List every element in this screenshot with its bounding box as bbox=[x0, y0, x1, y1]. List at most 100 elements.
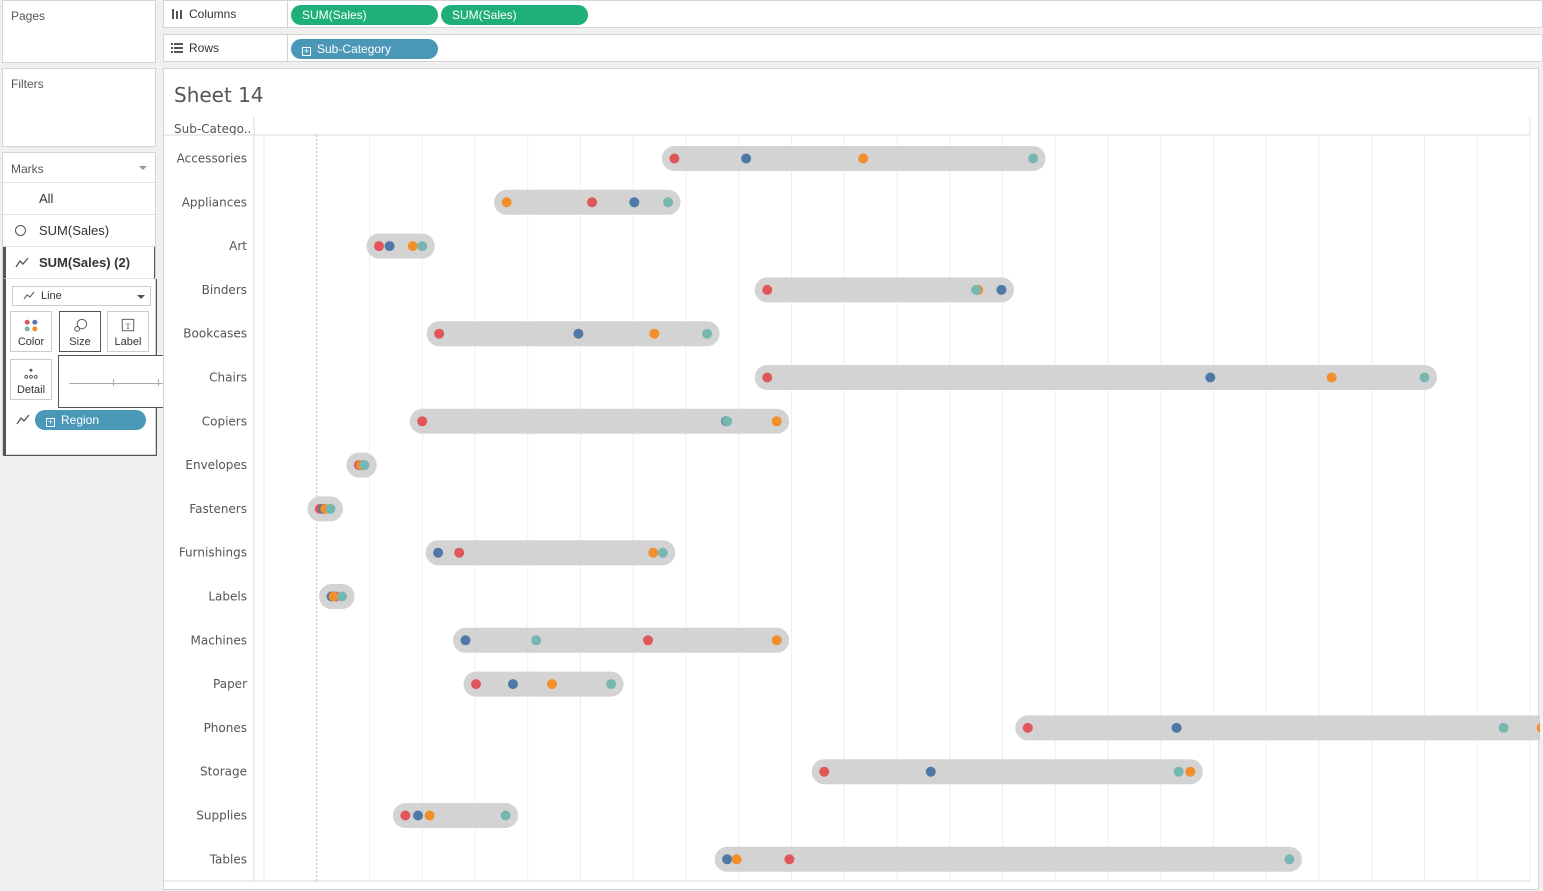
marks-card: Marks All SUM(Sales) SUM(Sales) (2) Line… bbox=[2, 152, 157, 456]
region-point bbox=[413, 810, 424, 821]
region-point bbox=[648, 547, 659, 558]
region-point bbox=[762, 284, 773, 295]
pages-card[interactable]: Pages bbox=[2, 0, 156, 63]
region-point bbox=[741, 153, 752, 164]
rows-pill-label: Sub-Category bbox=[317, 42, 392, 56]
size-icon bbox=[74, 318, 88, 332]
marks-tab-sum-sales[interactable]: SUM(Sales) bbox=[3, 215, 155, 247]
line-mark-icon bbox=[15, 257, 29, 268]
region-point bbox=[501, 197, 512, 208]
row-header: Sub-Catego.. bbox=[174, 122, 251, 136]
region-point bbox=[434, 328, 445, 339]
region-point bbox=[731, 854, 742, 865]
label-button[interactable]: T Label bbox=[107, 311, 149, 352]
svg-text:T: T bbox=[125, 321, 131, 331]
region-point bbox=[649, 328, 660, 339]
region-point bbox=[547, 679, 558, 690]
columns-pill-label: SUM(Sales) bbox=[452, 8, 517, 22]
region-point bbox=[400, 810, 411, 821]
region-point bbox=[629, 197, 640, 208]
rows-pill-sub-category[interactable]: + Sub-Category bbox=[291, 39, 438, 59]
columns-label: Columns bbox=[189, 7, 237, 21]
size-slider-tick bbox=[113, 379, 114, 386]
chevron-down-icon bbox=[137, 295, 145, 299]
region-point bbox=[460, 635, 471, 646]
region-point bbox=[1173, 766, 1184, 777]
mark-type-value: Line bbox=[41, 290, 62, 302]
dumbbell-chart: Sub-Catego.. Accessories Appliances Art Bin… bbox=[164, 117, 1540, 882]
region-point bbox=[587, 197, 598, 208]
columns-pill-label: SUM(Sales) bbox=[302, 8, 367, 22]
region-point bbox=[359, 460, 370, 471]
rows-icon bbox=[171, 43, 183, 53]
marks-header: Marks bbox=[3, 153, 155, 183]
row-label: Accessories bbox=[177, 152, 247, 166]
mark-type-select[interactable]: Line bbox=[12, 286, 151, 306]
columns-icon bbox=[172, 9, 182, 19]
columns-shelf[interactable]: Columns SUM(Sales) SUM(Sales) bbox=[163, 0, 1543, 28]
size-slider-track[interactable] bbox=[69, 383, 245, 384]
row-label: Fasteners bbox=[189, 502, 247, 516]
color-palette-icon bbox=[24, 319, 38, 332]
size-slider-tick bbox=[158, 379, 159, 386]
region-point bbox=[925, 766, 936, 777]
region-point bbox=[784, 854, 795, 865]
detail-dots-icon bbox=[24, 368, 38, 379]
marks-tab-sum-sales-2[interactable]: SUM(Sales) (2) bbox=[3, 247, 155, 279]
rows-shelf-label: Rows bbox=[164, 35, 288, 61]
row-label: Art bbox=[229, 239, 247, 253]
region-point bbox=[454, 547, 465, 558]
row-label: Appliances bbox=[182, 195, 247, 209]
region-point bbox=[1028, 153, 1039, 164]
rows-label: Rows bbox=[189, 41, 220, 55]
sheet-title: Sheet 14 bbox=[174, 83, 264, 107]
color-button[interactable]: Color bbox=[10, 311, 52, 352]
region-point bbox=[531, 635, 542, 646]
region-point bbox=[643, 635, 654, 646]
marks-tab-all[interactable]: All bbox=[3, 183, 155, 215]
detail-button-label: Detail bbox=[16, 384, 46, 396]
region-point bbox=[337, 591, 348, 602]
text-label-icon: T bbox=[121, 318, 135, 332]
region-point bbox=[424, 810, 435, 821]
expand-plus-icon: + bbox=[46, 417, 55, 427]
color-button-label: Color bbox=[17, 336, 45, 348]
region-point bbox=[771, 416, 782, 427]
region-point bbox=[996, 284, 1007, 295]
region-point bbox=[858, 153, 869, 164]
region-point bbox=[1284, 854, 1295, 865]
line-mark-icon bbox=[23, 291, 35, 300]
row-label: Storage bbox=[200, 765, 247, 779]
marks-menu-chevron-icon[interactable] bbox=[139, 166, 147, 170]
row-label: Labels bbox=[208, 590, 247, 604]
detail-button[interactable]: Detail bbox=[10, 359, 52, 400]
rows-shelf[interactable]: Rows + Sub-Category bbox=[163, 34, 1543, 62]
line-path-icon[interactable] bbox=[16, 414, 30, 426]
size-button-label: Size bbox=[69, 336, 91, 348]
pages-title: Pages bbox=[11, 9, 46, 23]
region-point bbox=[417, 241, 428, 252]
columns-pill-sum-sales-2[interactable]: SUM(Sales) bbox=[441, 5, 588, 25]
row-label: Phones bbox=[204, 721, 247, 735]
filters-card[interactable]: Filters bbox=[2, 68, 156, 147]
columns-pill-sum-sales-1[interactable]: SUM(Sales) bbox=[291, 5, 438, 25]
filters-title: Filters bbox=[11, 77, 44, 91]
region-point bbox=[1536, 723, 1540, 733]
region-point bbox=[819, 766, 830, 777]
region-point bbox=[1419, 372, 1430, 383]
region-pill-label: Region bbox=[61, 413, 100, 427]
worksheet-view: Sheet 14 Sub-Catego.. Accessories Applian… bbox=[163, 68, 1540, 890]
region-point bbox=[1171, 722, 1182, 733]
region-point bbox=[1022, 722, 1033, 733]
row-label: Supplies bbox=[196, 809, 247, 823]
region-point bbox=[1205, 372, 1216, 383]
region-point bbox=[669, 153, 680, 164]
region-point bbox=[373, 241, 384, 252]
marks-title: Marks bbox=[11, 162, 44, 176]
row-label: Envelopes bbox=[185, 458, 247, 472]
region-point bbox=[573, 328, 584, 339]
label-button-label: Label bbox=[114, 336, 142, 348]
region-detail-pill[interactable]: + Region bbox=[35, 410, 146, 430]
row-label: Machines bbox=[191, 633, 247, 647]
size-button[interactable]: Size bbox=[59, 311, 101, 352]
